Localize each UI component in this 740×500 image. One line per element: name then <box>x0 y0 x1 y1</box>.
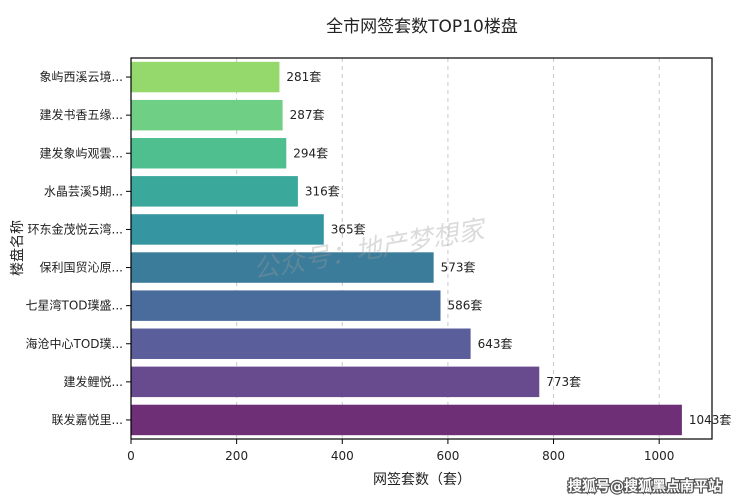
category-label: 海沧中心TOD璞... <box>26 336 123 351</box>
plot-frame <box>130 57 713 440</box>
data-label: 573套 <box>441 261 476 275</box>
data-label: 365套 <box>331 222 366 236</box>
bars: 281套 287套 294套 316套 365套 573套 586套 643套 773套 1043… <box>131 61 732 436</box>
category-label: 水晶芸溪5期... <box>44 184 123 198</box>
x-tick-label: 600 <box>436 449 459 463</box>
bar <box>131 99 283 131</box>
category-label: 七星湾TOD璞盛... <box>26 298 123 313</box>
data-label: 1043套 <box>689 413 732 427</box>
bar <box>131 176 298 207</box>
data-label: 773套 <box>546 375 581 389</box>
x-tick-label: 200 <box>225 449 248 463</box>
x-axis-ticks: 0 200 400 600 800 1000 <box>127 439 674 463</box>
bar <box>131 404 682 436</box>
x-tick-label: 400 <box>331 449 354 463</box>
x-tick-label: 0 <box>127 449 135 463</box>
bar <box>131 138 287 169</box>
data-label: 287套 <box>290 108 325 122</box>
y-axis-categories: 象屿西溪云境... 建发书香五缘... 建发象屿观雲... 水晶芸溪5期... 环东金茂… <box>26 69 131 427</box>
bar <box>131 366 540 398</box>
x-tick-label: 1000 <box>644 449 675 463</box>
category-label: 建发象屿观雲... <box>40 145 123 160</box>
y-axis-label: 楼盘名称 <box>9 220 26 276</box>
data-label: 643套 <box>478 337 513 351</box>
category-label: 联发嘉悦里... <box>52 412 123 427</box>
bar <box>131 61 280 93</box>
chart-title: 全市网签套数TOP10楼盘 <box>326 17 518 37</box>
category-label: 象屿西溪云境... <box>40 69 123 84</box>
bar <box>131 252 434 283</box>
category-label: 环东金茂悦云湾... <box>28 221 123 236</box>
data-label: 586套 <box>448 299 483 313</box>
category-label: 建发书香五缘... <box>40 107 123 122</box>
data-label: 316套 <box>305 184 340 198</box>
source-watermark: 搜狐号@搜狐黑点南平站 <box>568 478 722 495</box>
data-label: 294套 <box>293 146 328 160</box>
data-label: 281套 <box>286 70 321 84</box>
bar <box>131 290 441 321</box>
x-axis-label: 网签套数（套） <box>373 471 471 488</box>
bar <box>131 328 471 359</box>
category-label: 建发鲤悦... <box>64 374 123 389</box>
category-label: 保利国贸沁原... <box>40 261 123 275</box>
bar <box>131 214 324 245</box>
x-tick-label: 800 <box>542 449 565 463</box>
